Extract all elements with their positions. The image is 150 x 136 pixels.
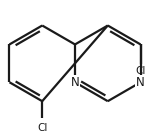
Text: N: N xyxy=(136,76,145,89)
Text: Cl: Cl xyxy=(37,123,47,133)
Text: Cl: Cl xyxy=(135,66,146,76)
Text: N: N xyxy=(71,76,79,89)
